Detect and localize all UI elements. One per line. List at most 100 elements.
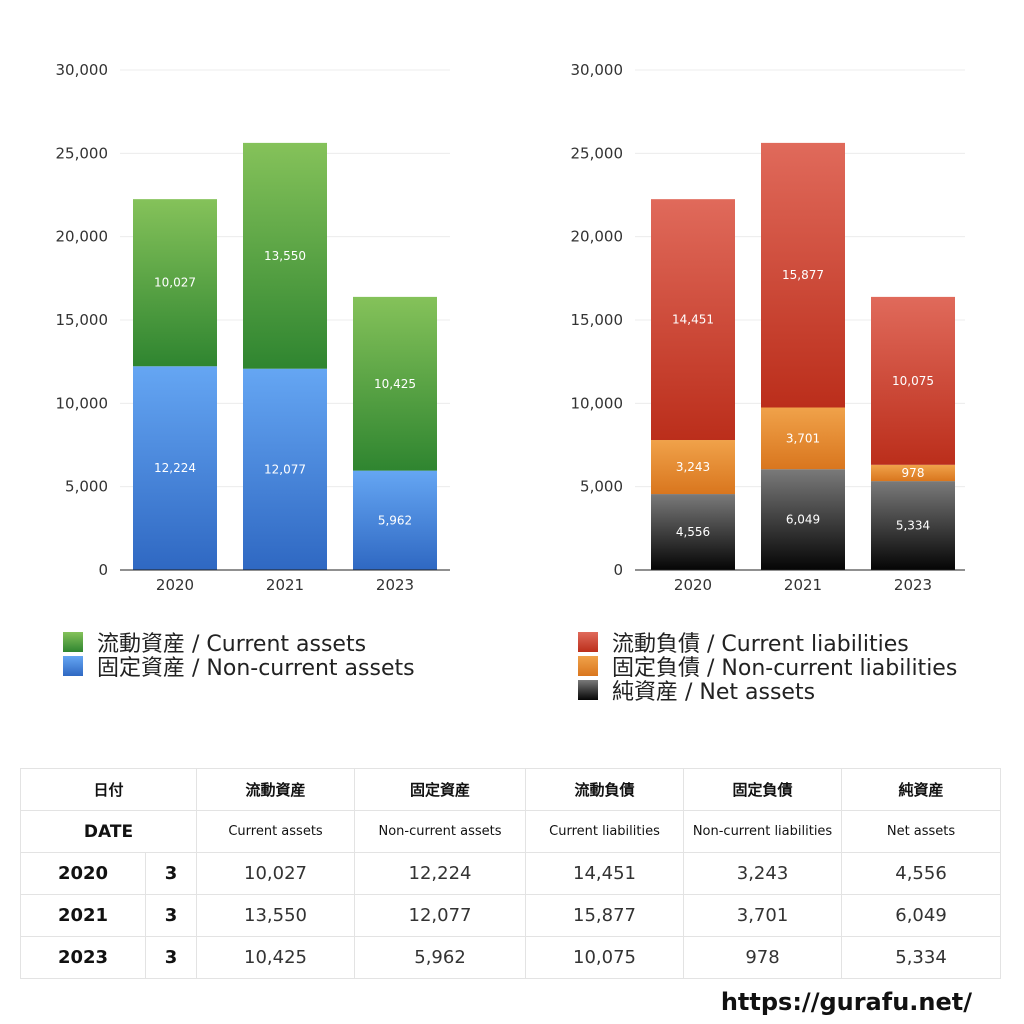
- header-current-liabilities-en: Current liabilities: [525, 810, 685, 853]
- header-current-assets-en: Current assets: [196, 810, 356, 853]
- x-tick-label: 2021: [784, 576, 822, 594]
- cell-noncurrent-assets: 5,962: [354, 936, 527, 979]
- cell-year: 2020: [20, 852, 146, 895]
- cell-net-assets: 6,049: [841, 894, 1002, 937]
- y-tick-label: 30,000: [56, 61, 109, 79]
- legend-swatch-current-liabilities: [578, 632, 598, 652]
- legend-label-noncurrent-assets: 固定資産 / Non-current assets: [97, 656, 415, 681]
- chart-panel-1: 0 5,000 10,000 15,000 20,000 25,000 30,000 12,2…: [56, 61, 450, 594]
- bar-segment: [761, 407, 845, 470]
- site-url[interactable]: https://gurafu.net/: [720, 988, 972, 1016]
- cell-current-assets: 10,425: [196, 936, 356, 979]
- data-table: 日付 流動資産 固定資産 流動負債 固定負債 純資産 DATE Current …: [19, 768, 1002, 979]
- x-tick-label: 2023: [894, 576, 932, 594]
- header-noncurrent-assets-en: Non-current assets: [354, 810, 527, 853]
- cell-net-assets: 5,334: [841, 936, 1002, 979]
- legend-swatch-net-assets: [578, 680, 598, 700]
- table-header-jp: 日付 流動資産 固定資産 流動負債 固定負債 純資産: [19, 768, 1002, 811]
- cell-current-assets: 10,027: [196, 852, 356, 895]
- data-label: 6,049: [786, 513, 820, 527]
- legend-item-current-assets: 流動資産 / Current assets: [63, 630, 415, 657]
- table-row: 2023 3 10,425 5,962 10,075 978 5,334: [20, 936, 1002, 979]
- cell-current-assets: 13,550: [196, 894, 356, 937]
- legend-label-current-liabilities: 流動負債 / Current liabilities: [612, 632, 909, 657]
- y-tick-label: 0: [98, 561, 108, 579]
- x-tick-label: 2021: [266, 576, 304, 594]
- data-label: 4,556: [676, 525, 710, 539]
- header-current-liabilities-jp: 流動負債: [525, 768, 685, 811]
- bar-segment: [761, 142, 845, 408]
- header-net-assets-en: Net assets: [841, 810, 1002, 853]
- legend-item-noncurrent-assets: 固定資産 / Non-current assets: [63, 654, 415, 681]
- cell-month: 3: [144, 936, 198, 979]
- data-label: 15,877: [782, 268, 824, 282]
- bar-segment: [651, 440, 735, 495]
- data-label: 12,077: [264, 462, 306, 476]
- legend-item-noncurrent-liabilities: 固定負債 / Non-current liabilities: [578, 654, 957, 681]
- charts-canvas: 0 5,000 10,000 15,000 20,000 25,000 30,000 12,2…: [56, 61, 965, 594]
- data-label: 14,451: [672, 313, 714, 327]
- bar-segment: [871, 464, 955, 482]
- legend-swatch-noncurrent-assets: [63, 656, 83, 676]
- y-tick-label: 15,000: [56, 311, 109, 329]
- data-label: 5,962: [378, 513, 412, 527]
- y-tick-label: 30,000: [571, 61, 624, 79]
- legend-swatch-noncurrent-liabilities: [578, 656, 598, 676]
- y-tick-label: 5,000: [580, 478, 623, 496]
- y-tick-label: 0: [613, 561, 623, 579]
- bar-segment: [243, 142, 327, 369]
- bar-segment: [871, 296, 955, 465]
- y-tick-label: 25,000: [571, 144, 624, 162]
- cell-noncurrent-liabilities: 978: [683, 936, 843, 979]
- data-label: 3,701: [786, 431, 820, 445]
- cell-current-liabilities: 14,451: [525, 852, 685, 895]
- bar-segment: [761, 469, 845, 570]
- cell-noncurrent-assets: 12,224: [354, 852, 527, 895]
- header-noncurrent-liabilities-jp: 固定負債: [683, 768, 843, 811]
- bar-segment: [871, 481, 955, 570]
- header-current-assets-jp: 流動資産: [196, 768, 356, 811]
- assets-legend: 流動資産 / Current assets 固定資産 / Non-current…: [63, 630, 415, 681]
- cell-net-assets: 4,556: [841, 852, 1002, 895]
- table-row: 2021 3 13,550 12,077 15,877 3,701 6,049: [20, 894, 1002, 937]
- cell-month: 3: [144, 894, 198, 937]
- liabilities-legend: 流動負債 / Current liabilities 固定負債 / Non-cu…: [578, 630, 957, 705]
- bar-segment: [353, 470, 437, 570]
- y-tick-label: 10,000: [56, 394, 109, 412]
- y-tick-label: 20,000: [56, 228, 109, 246]
- data-label: 3,243: [676, 460, 710, 474]
- y-tick-label: 20,000: [571, 228, 624, 246]
- y-tick-label: 15,000: [571, 311, 624, 329]
- data-label: 10,075: [892, 374, 934, 388]
- cell-month: 3: [144, 852, 198, 895]
- cell-current-liabilities: 10,075: [525, 936, 685, 979]
- x-tick-label: 2020: [156, 576, 194, 594]
- header-noncurrent-liabilities-en: Non-current liabilities: [683, 810, 843, 853]
- data-label: 978: [902, 466, 925, 480]
- header-noncurrent-assets-jp: 固定資産: [354, 768, 527, 811]
- data-label: 10,027: [154, 276, 196, 290]
- bar-segment: [651, 494, 735, 570]
- cell-noncurrent-liabilities: 3,243: [683, 852, 843, 895]
- y-tick-label: 5,000: [65, 478, 108, 496]
- legend-label-current-assets: 流動資産 / Current assets: [97, 632, 367, 657]
- bar-segment: [353, 296, 437, 471]
- data-label: 5,334: [896, 519, 930, 533]
- table-row: 2020 3 10,027 12,224 14,451 3,243 4,556: [20, 852, 1002, 895]
- x-tick-label: 2023: [376, 576, 414, 594]
- bar-segment: [651, 199, 735, 441]
- bar-segment: [243, 368, 327, 570]
- cell-noncurrent-liabilities: 3,701: [683, 894, 843, 937]
- data-label: 10,425: [374, 377, 416, 391]
- x-tick-label: 2020: [674, 576, 712, 594]
- legend-label-noncurrent-liabilities: 固定負債 / Non-current liabilities: [612, 656, 958, 681]
- cell-noncurrent-assets: 12,077: [354, 894, 527, 937]
- cell-year: 2023: [20, 936, 146, 979]
- legend-item-net-assets: 純資産 / Net assets: [578, 678, 957, 705]
- bar-segment: [133, 199, 217, 367]
- header-net-assets-jp: 純資産: [841, 768, 1002, 811]
- y-tick-label: 25,000: [56, 144, 109, 162]
- legend-label-net-assets: 純資産 / Net assets: [612, 680, 816, 705]
- cell-year: 2021: [20, 894, 146, 937]
- header-date-en: DATE: [19, 810, 198, 853]
